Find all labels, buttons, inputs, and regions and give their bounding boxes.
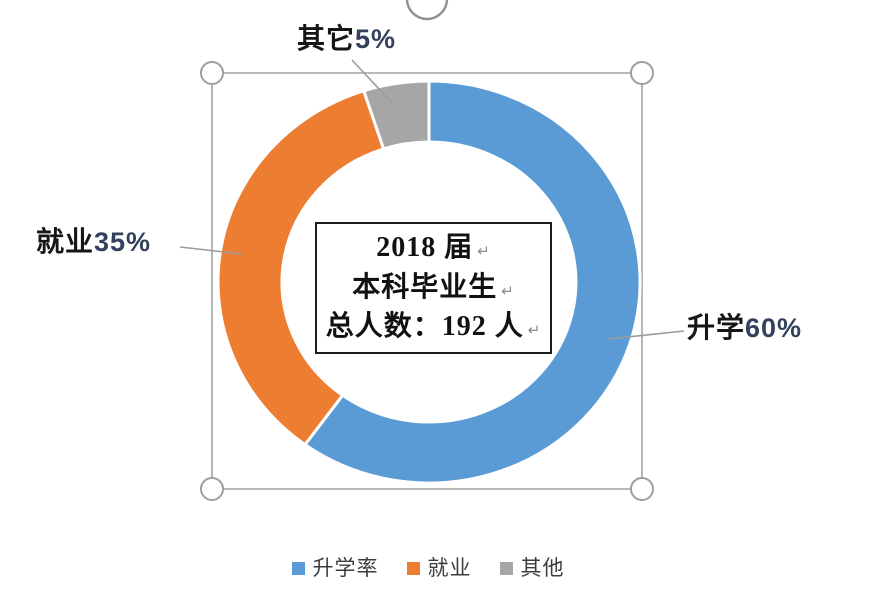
selection-handle-top-left[interactable] [200,61,224,85]
legend-item-qita[interactable]: 其他 [499,556,565,580]
legend-swatch-blue [291,562,305,575]
rotation-handle-icon[interactable] [405,0,449,21]
data-label-shengxue-value: 60% [745,313,803,343]
data-label-qita[interactable]: 其它5% [297,24,397,56]
center-textbox-line-1-text: 2018 届 [376,231,474,263]
pie-slice-shengxue[interactable] [303,79,642,485]
data-label-jiuye-name: 就业 [36,227,95,258]
legend-swatch-orange [406,562,420,575]
selection-handle-bottom-left[interactable] [200,477,224,501]
leader-line-shengxue [607,330,685,340]
center-textbox[interactable]: 2018 届 ↵ 本科毕业生 ↵ 总人数：192 人 ↵ [315,222,552,354]
chart-legend: 升学率 就业 其他 [0,558,882,579]
data-label-qita-value: 5% [355,24,397,54]
data-label-jiuye[interactable]: 就业35% [36,227,152,259]
data-label-shengxue[interactable]: 升学60% [687,313,803,345]
data-label-qita-name: 其它 [297,24,356,55]
center-textbox-line-3: 总人数：192 人 ↵ [325,311,542,343]
selection-handle-bottom-right[interactable] [630,477,654,501]
line-break-mark-icon: ↵ [501,281,515,300]
pie-slice-qita[interactable] [362,79,431,151]
line-break-mark-icon: ↵ [527,321,542,340]
legend-item-jiuye[interactable]: 就业 [406,556,472,580]
line-break-mark-icon: ↵ [477,241,491,260]
legend-item-shengxuelv[interactable]: 升学率 [291,556,379,580]
legend-swatch-gray [499,562,513,575]
data-label-shengxue-name: 升学 [687,313,746,344]
selection-border [211,72,643,490]
center-textbox-line-1: 2018 届 ↵ [376,231,491,264]
center-textbox-line-2-text: 本科毕业生 [352,271,498,303]
legend-label: 其他 [520,556,565,580]
center-textbox-line-3-text: 总人数：192 人 [325,311,524,343]
selection-handle-top-right[interactable] [630,61,654,85]
pie-slice-jiuye[interactable] [216,89,386,447]
center-textbox-line-2: 本科毕业生 ↵ [352,271,515,304]
data-label-jiuye-value: 35% [94,227,152,257]
leader-line-qita [351,59,394,105]
leader-line-jiuye [179,246,243,255]
legend-label: 就业 [427,556,472,580]
legend-label: 升学率 [312,556,379,580]
